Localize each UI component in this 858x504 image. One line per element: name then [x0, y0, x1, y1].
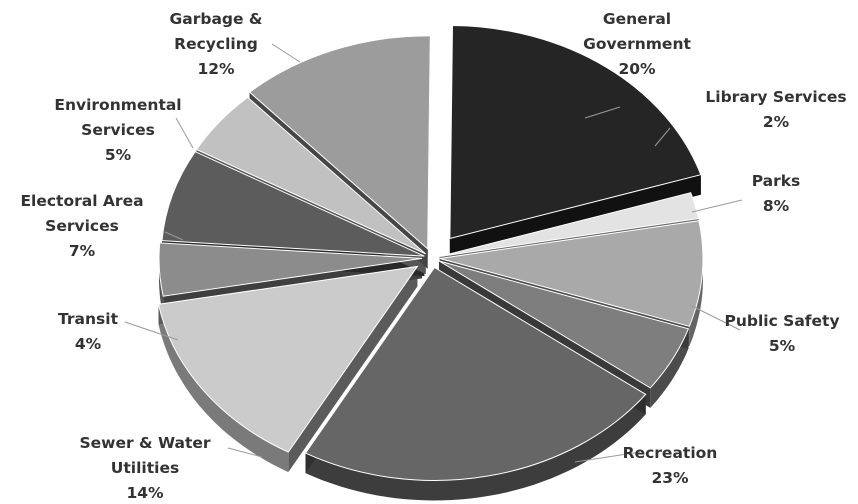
slice-wall [305, 394, 646, 501]
leader-line [227, 447, 263, 458]
slice-name: Recreation [623, 444, 718, 462]
slice-percent: 5% [105, 146, 132, 164]
leader-line [574, 451, 641, 463]
slice-label: General Government 20% [583, 10, 691, 78]
pie-slice [158, 242, 423, 297]
slice-label: Electoral Area Services 7% [20, 192, 143, 260]
slice-percent: 23% [651, 469, 689, 487]
pie-slices [157, 24, 704, 501]
pie-slice [438, 260, 690, 389]
leader-line [164, 231, 184, 241]
slice-name: Library Services [705, 88, 846, 106]
slice-name: Recycling [174, 35, 258, 53]
pie-slice [439, 220, 704, 327]
slice-label: Library Services 2% [705, 88, 846, 131]
slice-name: Services [81, 121, 155, 139]
pie-slice [439, 192, 700, 257]
pie-slice [449, 24, 702, 240]
pie-slice [195, 96, 427, 255]
slice-wall [689, 220, 703, 347]
pie-slice [161, 151, 425, 257]
pie-slice [248, 35, 431, 251]
leader-line [124, 321, 179, 341]
slice-label: Transit 4% [58, 310, 119, 353]
slice-name: Services [45, 217, 119, 235]
pie-slice [157, 265, 419, 453]
leader-line [584, 106, 621, 119]
slice-label: Environmental Services 5% [54, 96, 181, 164]
slice-percent: 14% [126, 484, 164, 502]
slice-name: Utilities [111, 459, 179, 477]
slice-name: General [603, 10, 671, 28]
slice-label: Sewer & Water Utilities 14% [79, 434, 210, 502]
slice-name: Sewer & Water [79, 434, 210, 452]
leader-line [691, 199, 743, 213]
slice-name: Garbage & [170, 10, 263, 28]
slice-name: Public Safety [724, 312, 839, 330]
slice-name: Government [583, 35, 691, 53]
slice-percent: 12% [197, 60, 235, 78]
leader-line [654, 127, 671, 147]
slice-percent: 5% [769, 337, 796, 355]
leader-line [689, 304, 741, 331]
leader-line [271, 43, 301, 63]
slice-label: Recreation 23% [623, 444, 718, 487]
slice-wall [158, 304, 289, 473]
slice-label: Garbage & Recycling 12% [170, 10, 263, 78]
slice-label: Public Safety 5% [724, 312, 839, 355]
slice-label: Parks 8% [752, 172, 801, 215]
slice-labels: General Government 20% Library Services 2% Pa… [20, 10, 846, 502]
slice-name: Parks [752, 172, 801, 190]
leader-line [175, 117, 194, 149]
slice-name: Transit [58, 310, 119, 328]
slice-percent: 7% [69, 242, 96, 260]
slice-name: Environmental [54, 96, 181, 114]
slice-percent: 4% [75, 335, 102, 353]
slice-percent: 8% [763, 197, 790, 215]
slice-name: Electoral Area [20, 192, 143, 210]
slice-wall [159, 242, 164, 317]
slice-percent: 20% [618, 60, 656, 78]
slice-percent: 2% [763, 113, 790, 131]
pie-slice [304, 266, 647, 481]
